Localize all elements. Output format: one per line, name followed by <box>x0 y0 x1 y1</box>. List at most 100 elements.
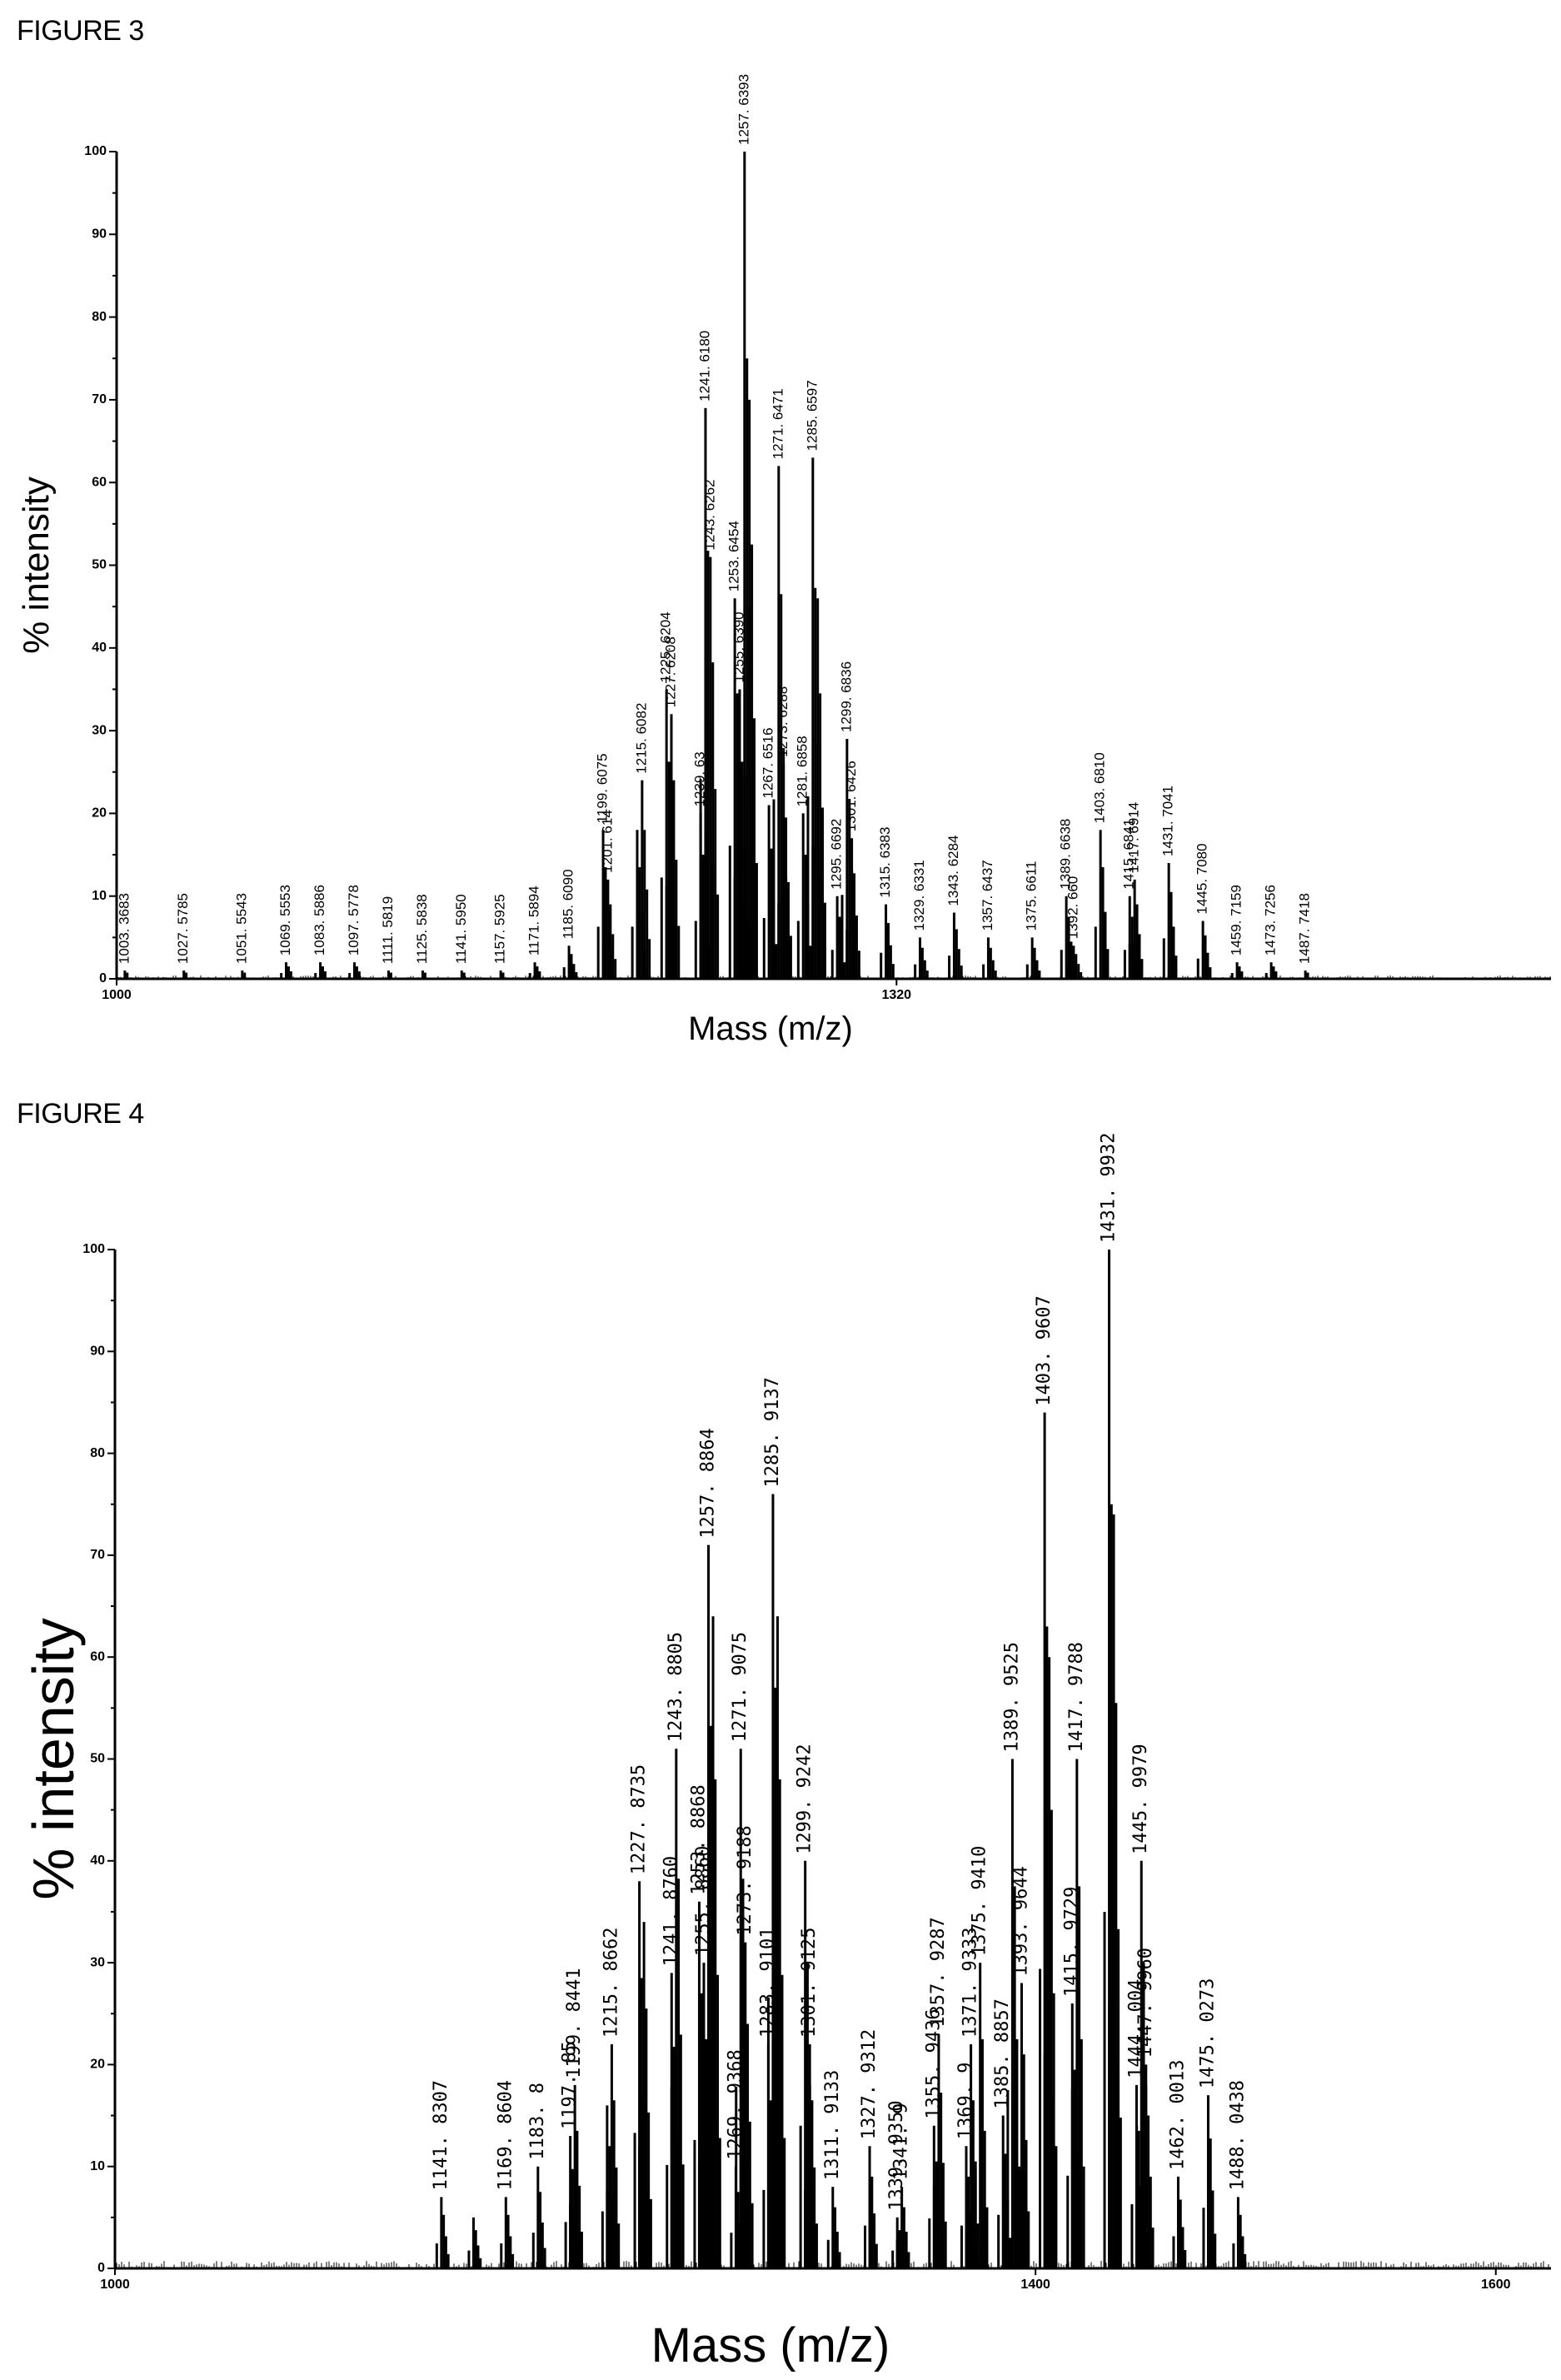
y-tick-label: 40 <box>92 641 107 655</box>
peak-label: 1299. 6836 <box>838 661 854 732</box>
peak-label: 1083. 5886 <box>312 885 327 955</box>
peak-label: 1243. 6262 <box>701 479 717 550</box>
y-tick-label: 80 <box>92 310 107 324</box>
peak-label: 1225. 6204 <box>658 611 674 682</box>
y-tick-label: 80 <box>90 1446 105 1460</box>
peak-label: 1257. 6393 <box>736 74 751 145</box>
peak-label: 1357. 6437 <box>980 860 995 931</box>
x-tick-label: 1000 <box>102 988 132 1002</box>
y-tick-label: 70 <box>92 392 107 407</box>
peak-label: 1199. 6075 <box>595 753 611 823</box>
peak-label: 1375. 9410 <box>970 1846 990 1956</box>
peak-label: 1311. 9133 <box>822 2070 843 2180</box>
peak-label: 1403. 9607 <box>1034 1295 1055 1405</box>
peak-label: 1199. 8441 <box>564 1968 585 2078</box>
peak-label: 1215. 8662 <box>601 1927 621 2037</box>
peak-label: 1285. 6597 <box>804 380 820 451</box>
peak-label: 1389. 6638 <box>1058 819 1074 890</box>
peak-label: 1445. 9979 <box>1130 1744 1151 1854</box>
y-tick-label: 70 <box>90 1548 105 1562</box>
peak-label: 1027. 5785 <box>175 893 191 964</box>
peak-label: 1201. 614 <box>599 810 615 873</box>
peak-label: 1267. 6516 <box>761 727 776 798</box>
peak-label: 1183. 8 <box>527 2083 548 2160</box>
figure-3-title: FIGURE 3 <box>17 15 144 47</box>
peak-label: 1003. 3683 <box>116 893 132 964</box>
peak-label: 1227. 6208 <box>662 636 678 707</box>
peak-label: 1227. 8735 <box>629 1764 650 1874</box>
peak-label: 1273. 9188 <box>735 1825 756 1935</box>
peak-label: 1403. 6810 <box>1092 752 1108 823</box>
peak-label: 1271. 6471 <box>770 388 785 459</box>
figure-3-chart: 0 10 20 30 40 50 60 70 80 90 100 1000 1320 1003. 3683… <box>16 74 1551 1047</box>
y-tick-label: 100 <box>82 1242 105 1256</box>
peak-label: 1488. 0438 <box>1227 2080 1248 2190</box>
peak-label: 1415. 6841 <box>1121 819 1137 890</box>
y-tick-label: 100 <box>84 144 107 158</box>
peak-label: 1371. 9333 <box>960 1927 981 2037</box>
peak-label: 1392. 660 <box>1065 876 1080 940</box>
peak-label: 1185. 6090 <box>561 869 576 939</box>
peak-label: 1301. 6426 <box>843 761 859 831</box>
peak-label: 1215. 6082 <box>633 703 649 774</box>
peak-label: 1462. 0013 <box>1167 2059 1188 2169</box>
peak-label: 1473. 7256 <box>1263 885 1279 955</box>
y-tick-label: 90 <box>90 1345 105 1359</box>
x-axis-label: Mass (m/z) <box>651 2318 890 2373</box>
peak-label: 1385. 8857 <box>992 1998 1013 2108</box>
peak-label: 1111. 5819 <box>380 896 396 964</box>
y-tick-label: 60 <box>92 475 107 489</box>
peak-label: 1417. 6914 <box>1126 802 1142 873</box>
y-tick-label: 10 <box>92 889 107 903</box>
peak-label: 1285. 9137 <box>762 1377 783 1487</box>
peak-label: 1171. 5894 <box>526 886 542 955</box>
peak-label: 1315. 6383 <box>877 827 893 898</box>
peak-label: 1301. 9125 <box>799 1927 820 2037</box>
peak-label: 1393. 9644 <box>1010 1866 1031 1976</box>
peak-label: 1299. 9242 <box>795 1744 815 1854</box>
peak-label: 1375. 6611 <box>1024 861 1040 931</box>
peak-label: 1475. 0273 <box>1197 1978 1218 2088</box>
peak-label: 1431. 9932 <box>1099 1133 1120 1243</box>
x-tick-label: 1000 <box>100 2278 130 2292</box>
y-tick-label: 90 <box>92 227 107 242</box>
peak-label: 1141. 5950 <box>453 894 469 964</box>
x-axis-label: Mass (m/z) <box>688 1010 853 1047</box>
y-tick-label: 30 <box>90 1955 105 1969</box>
peak-label: 1197. 85 <box>560 2041 581 2129</box>
y-tick-label: 50 <box>92 558 107 572</box>
peak-label: 1255. 6390 <box>731 611 746 682</box>
peak-label: 1243. 8805 <box>666 1632 686 1742</box>
peak-label: 1169. 8604 <box>495 2080 516 2190</box>
peak-label: 1069. 5553 <box>277 885 293 955</box>
y-tick-label: 10 <box>90 2159 105 2173</box>
y-tick-label: 0 <box>99 971 107 985</box>
y-tick-label: 60 <box>90 1649 105 1664</box>
peak-label: 1431. 7041 <box>1160 786 1176 856</box>
peak-label: 1447. 9960 <box>1135 1948 1156 2058</box>
peak-label: 1329. 6331 <box>911 860 927 931</box>
peak-label: 1141. 8307 <box>431 2080 451 2190</box>
y-tick-label: 20 <box>90 2058 105 2072</box>
peak-label: 1487. 7418 <box>1297 893 1313 964</box>
x-tick-label: 1600 <box>1481 2278 1511 2292</box>
peak-label: 1241. 6180 <box>696 331 712 402</box>
y-tick-label: 40 <box>90 1854 105 1868</box>
peak-label: 1295. 6692 <box>829 819 845 890</box>
figure-4-title: FIGURE 4 <box>17 1098 144 1130</box>
peak-label: 1417. 9788 <box>1066 1642 1087 1752</box>
y-tick-label: 0 <box>97 2261 105 2275</box>
peak-label: 1271. 9075 <box>730 1632 751 1742</box>
peak-label: 1357. 9287 <box>928 1917 949 2027</box>
peak-label: 1125. 5838 <box>414 894 430 964</box>
peak-label: 1281. 6858 <box>795 736 810 806</box>
peak-label: 1097. 5778 <box>346 885 362 955</box>
peak-label: 1273. 6288 <box>775 686 790 757</box>
y-axis-label: % intensity <box>16 476 57 654</box>
x-tick-label: 1320 <box>881 988 911 1002</box>
x-tick-label: 1400 <box>1020 2278 1050 2292</box>
peak-label: 1157. 5925 <box>492 894 508 964</box>
peak-label: 1341. 9 <box>891 2103 912 2180</box>
y-tick-label: 20 <box>92 806 107 821</box>
